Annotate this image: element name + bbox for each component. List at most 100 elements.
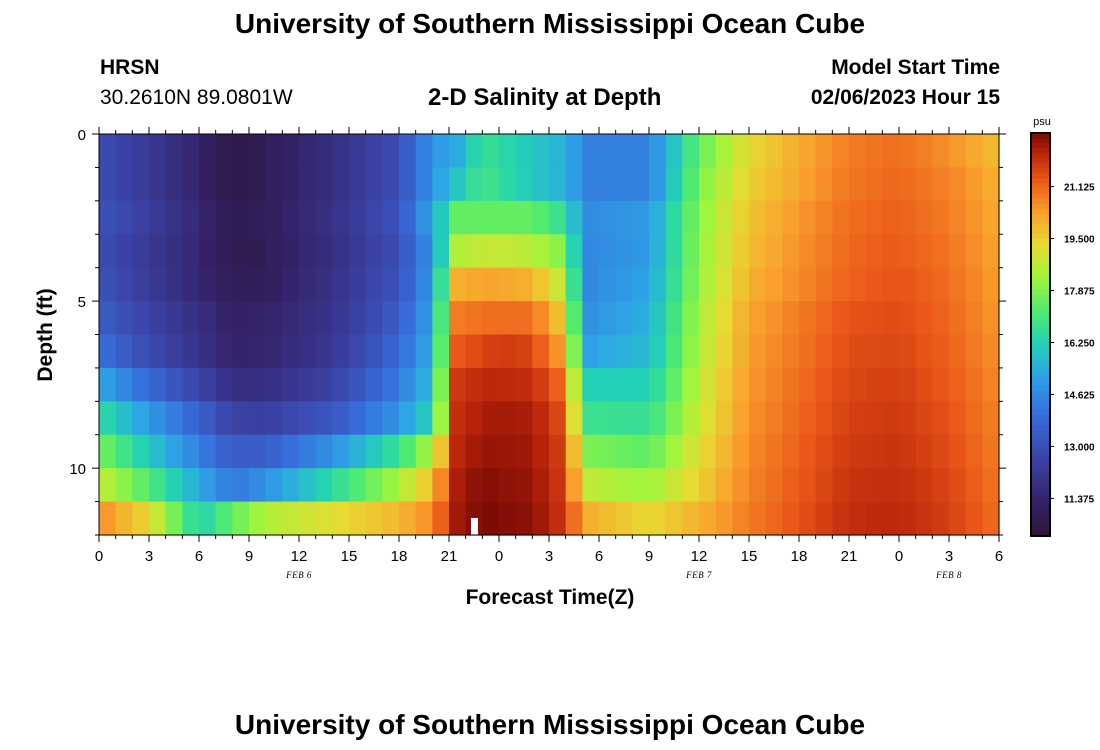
heatmap-cell xyxy=(115,234,133,269)
heatmap-cell xyxy=(115,401,133,436)
heatmap-cell xyxy=(665,301,683,336)
colorbar-segment xyxy=(1031,183,1050,190)
heatmap-cell xyxy=(665,401,683,436)
colorbar-segment xyxy=(1031,450,1050,456)
heatmap-cell xyxy=(449,334,467,369)
colorbar-segment xyxy=(1031,243,1050,250)
heatmap-cell xyxy=(382,334,400,369)
heatmap-cell xyxy=(799,434,817,469)
colorbar-segment xyxy=(1031,455,1050,462)
colorbar-segment xyxy=(1031,238,1050,245)
heatmap-cell xyxy=(915,401,933,436)
heatmap-cell xyxy=(182,401,200,436)
heatmap-cell xyxy=(382,367,400,402)
heatmap-cell xyxy=(732,134,750,169)
heatmap-cell xyxy=(265,367,283,402)
heatmap-cell xyxy=(149,134,167,169)
heatmap-cell xyxy=(432,200,450,235)
heatmap-cell xyxy=(499,434,517,469)
heatmap-cell xyxy=(715,200,733,235)
heatmap-cell xyxy=(232,468,250,503)
heatmap-cell xyxy=(882,267,900,302)
colorbar-segment xyxy=(1031,228,1050,235)
heatmap-cell xyxy=(532,167,550,202)
heatmap-cell xyxy=(749,167,767,202)
heatmap-cell xyxy=(949,134,967,169)
heatmap-cell xyxy=(149,234,167,269)
heatmap-cell xyxy=(632,301,650,336)
colorbar-segment xyxy=(1031,279,1050,285)
heatmap-cell xyxy=(315,501,333,536)
heatmap-cell xyxy=(365,501,383,536)
heatmap-cell xyxy=(465,434,483,469)
heatmap-cell xyxy=(299,434,317,469)
heatmap-cell xyxy=(965,134,983,169)
heatmap-cell xyxy=(382,200,400,235)
heatmap-cell xyxy=(732,234,750,269)
heatmap-cell xyxy=(299,301,317,336)
heatmap-cell xyxy=(765,167,783,202)
colorbar-segment xyxy=(1031,334,1050,341)
heatmap-cell xyxy=(582,367,600,402)
heatmap-cell xyxy=(132,401,150,436)
heatmap-cell xyxy=(365,200,383,235)
heatmap-cell xyxy=(965,367,983,402)
heatmap-cell xyxy=(665,468,683,503)
heatmap-cell xyxy=(432,501,450,536)
heatmap-cell xyxy=(915,468,933,503)
heatmap-cell xyxy=(132,367,150,402)
heatmap-cell xyxy=(732,401,750,436)
colorbar-segment xyxy=(1031,248,1050,255)
heatmap-cell xyxy=(582,267,600,302)
colorbar-segment xyxy=(1031,410,1050,416)
x-tick-label: 9 xyxy=(645,548,653,565)
heatmap-cell xyxy=(199,468,217,503)
heatmap-cell xyxy=(215,234,233,269)
colorbar-segment xyxy=(1031,399,1050,406)
heatmap-cell xyxy=(132,200,150,235)
colorbar-segment xyxy=(1031,384,1050,391)
heatmap-cell xyxy=(849,468,867,503)
colorbar-segment xyxy=(1031,269,1050,275)
heatmap-cell xyxy=(165,167,183,202)
heatmap-cell xyxy=(415,401,433,436)
heatmap-cell xyxy=(865,468,883,503)
colorbar-segment xyxy=(1031,138,1050,144)
heatmap-cell xyxy=(915,334,933,369)
heatmap-cell xyxy=(849,267,867,302)
x-tick-label: 3 xyxy=(945,548,953,565)
heatmap-cell xyxy=(465,234,483,269)
heatmap-cell xyxy=(549,234,567,269)
heatmap-cell xyxy=(332,167,350,202)
heatmap-cell xyxy=(132,501,150,536)
heatmap-cell xyxy=(315,434,333,469)
heatmap-cell xyxy=(782,200,800,235)
x-tick-label: 6 xyxy=(595,548,603,565)
heatmap-cell xyxy=(399,501,417,536)
heatmap-cell xyxy=(565,134,583,169)
heatmap-cell xyxy=(699,234,717,269)
colorbar-segment xyxy=(1031,445,1050,451)
y-tick-label: 10 xyxy=(69,461,86,478)
heatmap-cell xyxy=(182,134,200,169)
heatmap-cell xyxy=(832,501,850,536)
heatmap-cell xyxy=(582,134,600,169)
heatmap-cell xyxy=(232,367,250,402)
heatmap-cell xyxy=(415,301,433,336)
heatmap-cell xyxy=(699,200,717,235)
heatmap-cell xyxy=(449,301,467,336)
heatmap-cell xyxy=(599,367,617,402)
heatmap-cell xyxy=(882,501,900,536)
heatmap-cell xyxy=(765,501,783,536)
x-tick-label: 3 xyxy=(545,548,553,565)
heatmap-cell xyxy=(815,468,833,503)
heatmap-cell xyxy=(232,134,250,169)
heatmap-cell xyxy=(399,134,417,169)
heatmap-cell xyxy=(949,367,967,402)
heatmap-cell xyxy=(265,401,283,436)
heatmap-cell xyxy=(115,501,133,536)
heatmap-cell xyxy=(432,468,450,503)
colorbar-segment xyxy=(1031,480,1050,487)
heatmap-cell xyxy=(149,468,167,503)
heatmap-cell xyxy=(882,434,900,469)
